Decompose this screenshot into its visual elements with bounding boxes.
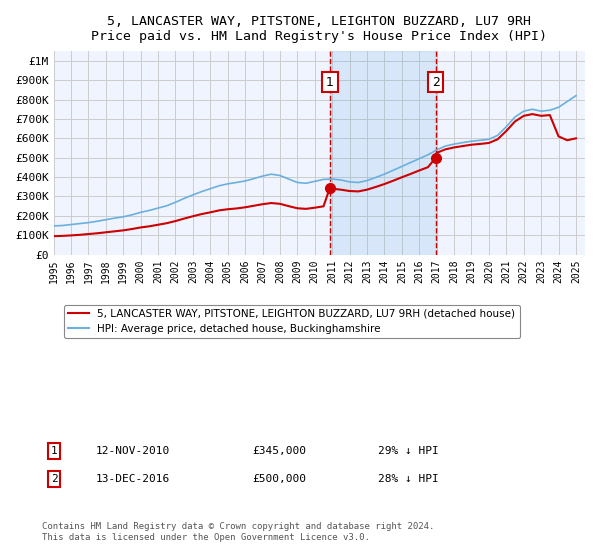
Text: 12-NOV-2010: 12-NOV-2010 bbox=[96, 446, 170, 456]
Title: 5, LANCASTER WAY, PITSTONE, LEIGHTON BUZZARD, LU7 9RH
Price paid vs. HM Land Reg: 5, LANCASTER WAY, PITSTONE, LEIGHTON BUZ… bbox=[91, 15, 547, 43]
5, LANCASTER WAY, PITSTONE, LEIGHTON BUZZARD, LU7 9RH (detached house) bbox=[326, 184, 334, 191]
HPI: Average price, detached house, Buckinghamshire: (2e+03, 1.48e+05): Average price, detached house, Buckingha… bbox=[50, 222, 57, 229]
5, LANCASTER WAY, PITSTONE, LEIGHTON BUZZARD, LU7 9RH (detached house) bbox=[494, 136, 501, 143]
5, LANCASTER WAY, PITSTONE, LEIGHTON BUZZARD, LU7 9RH (detached house) bbox=[529, 111, 536, 118]
5, LANCASTER WAY, PITSTONE, LEIGHTON BUZZARD, LU7 9RH (detached house) bbox=[572, 135, 580, 142]
Text: 1: 1 bbox=[326, 76, 334, 88]
5, LANCASTER WAY, PITSTONE, LEIGHTON BUZZARD, LU7 9RH (detached house) bbox=[285, 203, 292, 209]
Text: 2: 2 bbox=[432, 76, 440, 88]
Bar bbox=[330, 51, 436, 255]
HPI: Average price, detached house, Buckinghamshire: (2.02e+03, 6.6e+05): Average price, detached house, Buckingha… bbox=[503, 123, 510, 130]
Text: 29% ↓ HPI: 29% ↓ HPI bbox=[378, 446, 439, 456]
HPI: Average price, detached house, Buckinghamshire: (2.02e+03, 8.2e+05): Average price, detached house, Buckingha… bbox=[572, 92, 580, 99]
HPI: Average price, detached house, Buckinghamshire: (2e+03, 2.4e+05): Average price, detached house, Buckingha… bbox=[154, 205, 161, 212]
5, LANCASTER WAY, PITSTONE, LEIGHTON BUZZARD, LU7 9RH (detached house) bbox=[181, 215, 188, 222]
HPI: Average price, detached house, Buckinghamshire: (2e+03, 2.7e+05): Average price, detached house, Buckingha… bbox=[172, 199, 179, 206]
Text: Contains HM Land Registry data © Crown copyright and database right 2024.
This d: Contains HM Land Registry data © Crown c… bbox=[42, 522, 434, 542]
5, LANCASTER WAY, PITSTONE, LEIGHTON BUZZARD, LU7 9RH (detached house) bbox=[555, 133, 562, 140]
Text: 13-DEC-2016: 13-DEC-2016 bbox=[96, 474, 170, 484]
HPI: Average price, detached house, Buckinghamshire: (2.01e+03, 3.82e+05): Average price, detached house, Buckingha… bbox=[364, 177, 371, 184]
Text: £345,000: £345,000 bbox=[252, 446, 306, 456]
HPI: Average price, detached house, Buckinghamshire: (2.01e+03, 3.9e+05): Average price, detached house, Buckingha… bbox=[329, 176, 336, 183]
Text: 1: 1 bbox=[50, 446, 58, 456]
5, LANCASTER WAY, PITSTONE, LEIGHTON BUZZARD, LU7 9RH (detached house) bbox=[215, 207, 223, 214]
Line: HPI: Average price, detached house, Buckinghamshire: HPI: Average price, detached house, Buck… bbox=[53, 96, 576, 226]
Line: 5, LANCASTER WAY, PITSTONE, LEIGHTON BUZZARD, LU7 9RH (detached house): 5, LANCASTER WAY, PITSTONE, LEIGHTON BUZ… bbox=[53, 114, 576, 236]
HPI: Average price, detached house, Buckinghamshire: (2.01e+03, 3.72e+05): Average price, detached house, Buckingha… bbox=[233, 179, 240, 186]
Text: 28% ↓ HPI: 28% ↓ HPI bbox=[378, 474, 439, 484]
Text: £500,000: £500,000 bbox=[252, 474, 306, 484]
Text: 2: 2 bbox=[50, 474, 58, 484]
5, LANCASTER WAY, PITSTONE, LEIGHTON BUZZARD, LU7 9RH (detached house) bbox=[50, 233, 57, 240]
Legend: 5, LANCASTER WAY, PITSTONE, LEIGHTON BUZZARD, LU7 9RH (detached house), HPI: Ave: 5, LANCASTER WAY, PITSTONE, LEIGHTON BUZ… bbox=[64, 305, 520, 338]
